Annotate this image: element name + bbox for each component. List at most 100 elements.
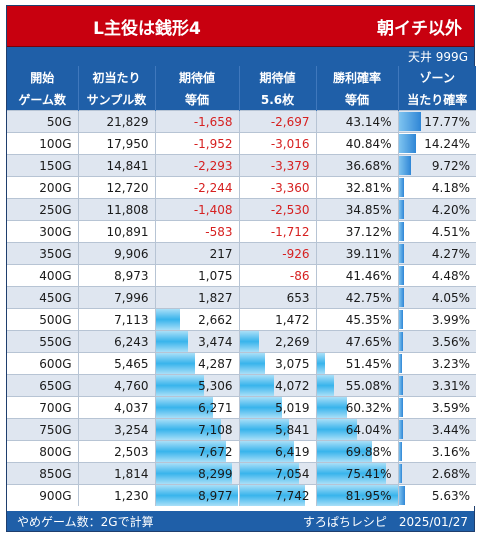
header-ev-equal-sub: 等価 (154, 88, 239, 111)
cell-value: 17,950 (106, 136, 149, 151)
cell-value: 200G (39, 180, 72, 195)
cell-value: 51.45% (345, 356, 392, 371)
cell-ev-equal: 8,299 (154, 462, 239, 485)
cell-samples: 4,037 (77, 396, 155, 419)
ev-bar-fill (239, 331, 259, 352)
cell-samples: 1,230 (77, 484, 155, 506)
cell-value: -3,360 (270, 180, 310, 195)
header-win-rate-sub: 等価 (315, 88, 398, 111)
cell-zone-rate: 3.16% (397, 440, 476, 463)
cell-samples: 9,906 (77, 242, 155, 265)
cell-value: 653 (286, 290, 310, 305)
zone-bar-fill (398, 288, 404, 307)
cell-win-rate: 34.85% (315, 198, 398, 221)
cell-zone-rate: 4.48% (397, 264, 476, 287)
cell-start-game: 400G (7, 264, 78, 287)
cell-value: 500G (39, 312, 72, 327)
ev-bar-fill (239, 485, 305, 506)
cell-value: 4.27% (431, 246, 470, 261)
cell-ev-equal: 1,075 (154, 264, 239, 287)
cell-value: 6,419 (275, 444, 310, 459)
zone-bar-fill (398, 310, 404, 329)
cell-start-game: 800G (7, 440, 78, 463)
cell-zone-rate: 2.68% (397, 462, 476, 485)
cell-ev-equal: 1,827 (154, 286, 239, 309)
cell-ev-56: -2,697 (238, 110, 316, 133)
ev-bar-fill (155, 309, 181, 330)
cell-ev-56: 5,841 (238, 418, 316, 441)
cell-value: 7,672 (198, 444, 233, 459)
footer-bar: やめゲーム数：2Gで計算 すろぱちレシピ 2025/01/27 (7, 511, 474, 531)
cell-ev-56: 7,742 (238, 484, 316, 506)
cell-samples: 3,254 (77, 418, 155, 441)
ev-bar-fill (155, 397, 214, 418)
cell-ev-56: 6,419 (238, 440, 316, 463)
cell-value: 47.65% (345, 334, 392, 349)
cell-win-rate: 40.84% (315, 132, 398, 155)
table-row: 550G 6,243 3,474 2,269 47.65% 3.56% (7, 330, 476, 353)
cell-win-rate: 41.46% (315, 264, 398, 287)
cell-value: 34.85% (345, 202, 392, 217)
cell-win-rate: 51.45% (315, 352, 398, 375)
cell-ev-56: 1,472 (238, 308, 316, 331)
ev-bar-fill (155, 353, 196, 374)
cell-win-rate: 36.68% (315, 154, 398, 177)
header-ev-56: 期待値 (238, 66, 316, 88)
header-ev-56-sub: 5.6枚 (238, 88, 316, 111)
header-ev-equal: 期待値 (154, 66, 239, 88)
cell-ev-56: 5,019 (238, 396, 316, 419)
cell-value: 40.84% (345, 136, 392, 151)
cell-ev-56: 653 (238, 286, 316, 309)
cell-value: 900G (39, 488, 72, 503)
ev-bar-fill (239, 375, 274, 396)
cell-value: 69.88% (345, 444, 392, 459)
cell-value: 1,472 (275, 312, 310, 327)
cell-value: 36.68% (345, 158, 392, 173)
footer-note: やめゲーム数：2Gで計算 (17, 514, 154, 529)
cell-zone-rate: 4.18% (397, 176, 476, 199)
cell-win-rate: 42.75% (315, 286, 398, 309)
cell-ev-56: 3,075 (238, 352, 316, 375)
cell-value: 5,306 (198, 378, 233, 393)
cell-zone-rate: 3.99% (397, 308, 476, 331)
cell-ev-equal: 5,306 (154, 374, 239, 397)
zone-bar-fill (398, 420, 403, 439)
table-row: 850G 1,814 8,299 7,054 75.41% 2.68% (7, 462, 476, 485)
cell-start-game: 150G (7, 154, 78, 177)
cell-value: 300G (39, 224, 72, 239)
cell-value: 4.48% (431, 268, 470, 283)
cell-ev-equal: -2,244 (154, 176, 239, 199)
cell-samples: 1,814 (77, 462, 155, 485)
cell-value: 37.12% (345, 224, 392, 239)
table-row: 100G 17,950 -1,952 -3,016 40.84% 14.24% (7, 132, 476, 155)
cell-start-game: 100G (7, 132, 78, 155)
cell-value: -2,293 (193, 158, 233, 173)
table-row: 50G 21,829 -1,658 -2,697 43.14% 17.77% (7, 110, 476, 133)
cell-ev-56: -1,712 (238, 220, 316, 243)
cell-zone-rate: 3.44% (397, 418, 476, 441)
table-row: 350G 9,906 217 -926 39.11% 4.27% (7, 242, 476, 265)
cell-win-rate: 47.65% (315, 330, 398, 353)
table-row: 450G 7,996 1,827 653 42.75% 4.05% (7, 286, 476, 309)
cell-zone-rate: 3.59% (397, 396, 476, 419)
cell-zone-rate: 5.63% (397, 484, 476, 506)
cell-start-game: 700G (7, 396, 78, 419)
cell-value: 3.16% (431, 444, 470, 459)
cell-start-game: 900G (7, 484, 78, 506)
cell-start-game: 650G (7, 374, 78, 397)
cell-start-game: 300G (7, 220, 78, 243)
ev-bar-fill (316, 397, 348, 418)
cell-value: 7,113 (114, 312, 149, 327)
cell-samples: 6,243 (77, 330, 155, 353)
cell-value: 3,254 (114, 422, 149, 437)
table-row: 650G 4,760 5,306 4,072 55.08% 3.31% (7, 374, 476, 397)
cell-value: 3.31% (431, 378, 470, 393)
zone-bar-fill (398, 112, 421, 131)
cell-samples: 8,973 (77, 264, 155, 287)
cell-value: 45.35% (345, 312, 392, 327)
cell-ev-equal: 6,271 (154, 396, 239, 419)
table-row: 250G 11,808 -1,408 -2,530 34.85% 4.20% (7, 198, 476, 221)
cell-value: 9,906 (114, 246, 149, 261)
cell-value: 1,827 (198, 290, 233, 305)
cell-value: 17.77% (424, 114, 470, 129)
